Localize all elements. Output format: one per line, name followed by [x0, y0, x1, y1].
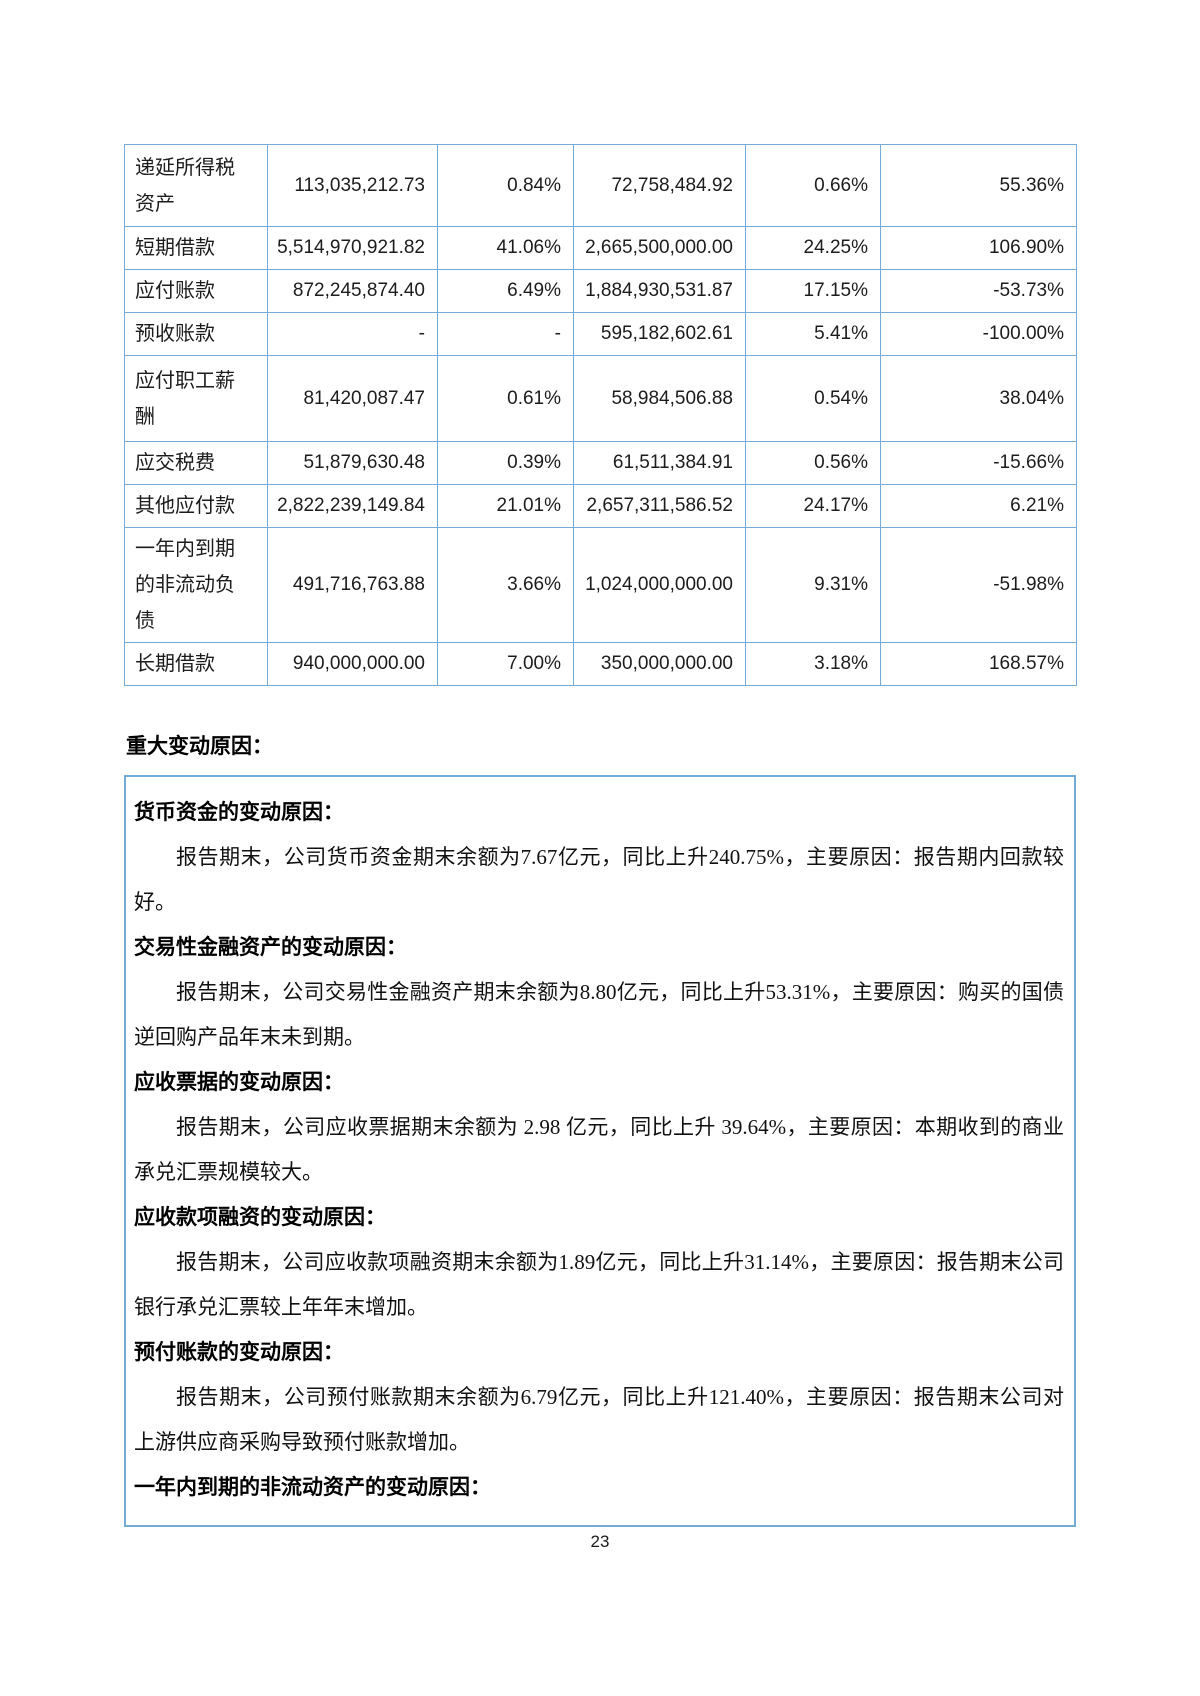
page-number: 23 — [590, 1532, 610, 1551]
value-cell: 3.66% — [437, 527, 574, 643]
value-cell: 168.57% — [880, 642, 1077, 686]
value-cell: 5,514,970,921.82 — [267, 226, 438, 270]
reason-heading: 货币资金的变动原因： — [134, 801, 344, 824]
item-name-cell: 预收账款 — [124, 312, 268, 356]
financial-changes-table: 递延所得税资产 113,035,212.73 0.84% 72,758,484.92 0… — [124, 144, 1077, 686]
value-cell: -15.66% — [880, 441, 1077, 485]
item-name-cell: 其他应付款 — [124, 484, 268, 528]
value-cell: 940,000,000.00 — [267, 642, 438, 686]
financial-table-body: 递延所得税资产 113,035,212.73 0.84% 72,758,484.92 0… — [124, 144, 1077, 686]
value-cell: 0.39% — [437, 441, 574, 485]
value-cell: 3.18% — [745, 642, 881, 686]
value-cell: 17.15% — [745, 269, 881, 313]
reason-paragraph: 报告期末，公司货币资金期末余额为7.67亿元，同比上升240.75%，主要原因：… — [134, 845, 1064, 914]
value-cell: 0.54% — [745, 355, 881, 442]
value-cell: 0.66% — [745, 144, 881, 227]
item-name-cell: 应付职工薪酬 — [124, 355, 268, 442]
item-name-cell: 递延所得税资产 — [124, 144, 268, 227]
value-cell: 55.36% — [880, 144, 1077, 227]
value-cell: 595,182,602.61 — [573, 312, 746, 356]
value-cell: 491,716,763.88 — [267, 527, 438, 643]
reason-heading: 一年内到期的非流动资产的变动原因： — [134, 1476, 491, 1499]
value-cell: -100.00% — [880, 312, 1077, 356]
table-row: 预收账款 - -595,182,602.61 5.41% -100.00% — [124, 312, 1077, 356]
value-cell: - — [437, 312, 574, 356]
reason-paragraph: 报告期末，公司预付账款期末余额为6.79亿元，同比上升121.40%，主要原因：… — [134, 1385, 1064, 1454]
value-cell: 113,035,212.73 — [267, 144, 438, 227]
value-cell: 350,000,000.00 — [573, 642, 746, 686]
reason-heading: 应收票据的变动原因： — [134, 1071, 344, 1094]
value-cell: 51,879,630.48 — [267, 441, 438, 485]
value-cell: 2,657,311,586.52 — [573, 484, 746, 528]
value-cell: 58,984,506.88 — [573, 355, 746, 442]
value-cell: 21.01% — [437, 484, 574, 528]
value-cell: 61,511,384.91 — [573, 441, 746, 485]
reason-heading: 预付账款的变动原因： — [134, 1341, 344, 1364]
item-name-cell: 长期借款 — [124, 642, 268, 686]
value-cell: 106.90% — [880, 226, 1077, 270]
item-name-cell: 一年内到期的非流动负债 — [124, 527, 268, 643]
value-cell: 6.21% — [880, 484, 1077, 528]
value-cell: - — [267, 312, 438, 356]
value-cell: 2,665,500,000.00 — [573, 226, 746, 270]
reason-paragraph: 报告期末，公司应收款项融资期末余额为1.89亿元，同比上升31.14%，主要原因… — [134, 1250, 1064, 1319]
reason-paragraph: 报告期末，公司交易性金融资产期末余额为8.80亿元，同比上升53.31%，主要原… — [134, 980, 1064, 1049]
value-cell: 7.00% — [437, 642, 574, 686]
table-row: 应付账款 872,245,874.40 6.49% 1,884,930,531.87 1… — [124, 269, 1077, 313]
table-row: 长期借款 940,000,000.00 7.00% 350,000,000.00 3.1… — [124, 642, 1077, 686]
value-cell: 9.31% — [745, 527, 881, 643]
value-cell: -51.98% — [880, 527, 1077, 643]
table-row: 应付职工薪酬 81,420,087.47 0.61% 58,984,506.88 0.5… — [124, 355, 1077, 442]
value-cell: 81,420,087.47 — [267, 355, 438, 442]
value-cell: 38.04% — [880, 355, 1077, 442]
item-name-cell: 短期借款 — [124, 226, 268, 270]
value-cell: 0.61% — [437, 355, 574, 442]
value-cell: 72,758,484.92 — [573, 144, 746, 227]
value-cell: 24.17% — [745, 484, 881, 528]
value-cell: 2,822,239,149.84 — [267, 484, 438, 528]
reason-heading: 应收款项融资的变动原因： — [134, 1206, 386, 1229]
table-row: 其他应付款 2,822,239,149.84 21.01% 2,657,311,586… — [124, 484, 1077, 528]
value-cell: 0.56% — [745, 441, 881, 485]
reason-heading: 交易性金融资产的变动原因： — [134, 936, 407, 959]
table-row: 递延所得税资产 113,035,212.73 0.84% 72,758,484.92 0… — [124, 144, 1077, 227]
item-name-cell: 应付账款 — [124, 269, 268, 313]
item-name-cell: 应交税费 — [124, 441, 268, 485]
value-cell: 24.25% — [745, 226, 881, 270]
table-row: 短期借款 5,514,970,921.82 41.06% 2,665,500,000.… — [124, 226, 1077, 270]
table-row: 应交税费 51,879,630.48 0.39% 61,511,384.91 0.56%… — [124, 441, 1077, 485]
value-cell: 1,024,000,000.00 — [573, 527, 746, 643]
value-cell: -53.73% — [880, 269, 1077, 313]
value-cell: 872,245,874.40 — [267, 269, 438, 313]
value-cell: 6.49% — [437, 269, 574, 313]
page-content: 递延所得税资产 113,035,212.73 0.84% 72,758,484.92 0… — [124, 0, 1077, 1527]
major-change-reasons-heading: 重大变动原因： — [126, 735, 273, 758]
reason-paragraph: 报告期末，公司应收票据期末余额为 2.98 亿元，同比上升 39.64%，主要原… — [134, 1115, 1064, 1184]
table-row: 一年内到期的非流动负债 491,716,763.88 3.66% 1,024,000,… — [124, 527, 1077, 643]
value-cell: 5.41% — [745, 312, 881, 356]
reasons-box: 货币资金的变动原因： 报告期末，公司货币资金期末余额为7.67亿元，同比上升240… — [124, 775, 1076, 1527]
value-cell: 0.84% — [437, 144, 574, 227]
value-cell: 41.06% — [437, 226, 574, 270]
value-cell: 1,884,930,531.87 — [573, 269, 746, 313]
